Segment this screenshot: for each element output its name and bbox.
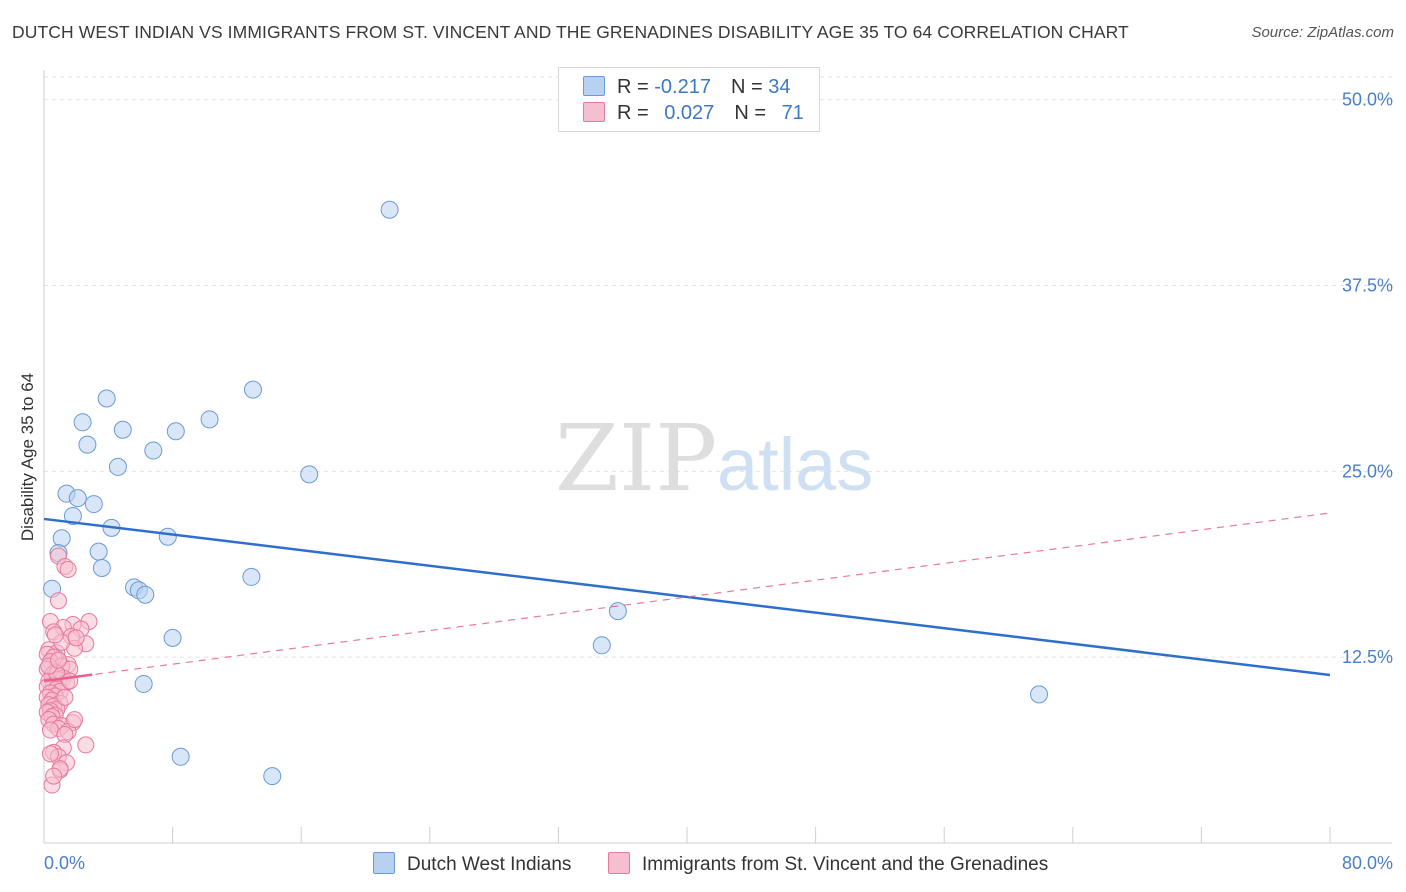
legend-row-pink: R = 0.027 N = 71 <box>583 102 804 128</box>
stvincent-point <box>59 560 77 578</box>
watermark: ZIP atlas <box>555 405 873 512</box>
stats-legend: R = -0.217 N = 34 R = 0.027 N = 71 <box>558 67 820 132</box>
watermark-atlas: atlas <box>717 423 873 506</box>
x-tick-label: 0.0% <box>44 853 85 873</box>
stvincent-trend-solid <box>43 673 93 683</box>
dutch-point <box>97 389 116 408</box>
legend-r-value: 0.027 <box>664 102 715 124</box>
dutch-point <box>144 441 163 460</box>
dutch-point <box>171 747 190 766</box>
dutch-point <box>113 420 132 439</box>
stvincent-point <box>49 592 67 610</box>
legend-r-label: R = <box>617 102 655 124</box>
dutch-point <box>89 542 108 561</box>
dutch-point <box>68 489 87 508</box>
legend-r-label: R = <box>617 76 655 98</box>
dutch-point <box>92 558 111 577</box>
dutch-point <box>73 413 92 432</box>
dutch-point <box>263 767 282 786</box>
legend-swatch-pink <box>583 102 605 122</box>
stvincent-trend-dashed <box>43 512 1331 682</box>
stvincent-point <box>45 767 63 785</box>
dutch-point <box>163 628 182 647</box>
y-tick-label: 37.5% <box>1342 276 1393 296</box>
bottom-legend-label: Immigrants from St. Vincent and the Gren… <box>642 854 1049 875</box>
data-points <box>38 200 1049 794</box>
stvincent-point <box>41 745 59 763</box>
stvincent-point <box>46 626 64 644</box>
dutch-point <box>52 529 71 548</box>
dutch-point <box>158 527 177 546</box>
legend-r-value: -0.217 <box>654 76 711 98</box>
y-tick-label: 25.0% <box>1342 461 1393 481</box>
legend-n-value: 71 <box>781 102 804 124</box>
dutch-point <box>84 495 103 514</box>
y-tick-label: 12.5% <box>1342 647 1393 667</box>
dutch-point <box>136 585 155 604</box>
bottom-legend-label: Dutch West Indians <box>407 854 572 875</box>
bottom-legend-item-dutch[interactable]: Dutch West Indians <box>373 852 571 876</box>
axis-labels: Disability Age 35 to 64 12.5% 25.0% 37.5% 5… <box>18 90 1393 873</box>
dutch-point <box>242 567 261 586</box>
dutch-trend-line <box>43 517 1331 677</box>
y-axis-label: Disability Age 35 to 64 <box>18 373 37 541</box>
dutch-point <box>134 674 153 693</box>
bottom-legend-swatch-pink <box>608 852 630 874</box>
watermark-zip: ZIP <box>555 405 717 512</box>
stvincent-point <box>67 629 85 647</box>
bottom-legend-swatch-blue <box>373 852 395 874</box>
legend-n-label: N = <box>730 76 769 98</box>
chart-title: DUTCH WEST INDIAN VS IMMIGRANTS FROM ST.… <box>12 22 1129 42</box>
stvincent-point <box>77 736 95 754</box>
stvincent-point <box>66 711 84 729</box>
stvincent-point <box>61 672 79 690</box>
dutch-point <box>200 410 219 429</box>
dutch-point <box>380 200 399 219</box>
dutch-point <box>78 435 97 454</box>
legend-n-value: 34 <box>768 76 791 98</box>
stvincent-point <box>56 688 74 706</box>
dutch-point <box>63 506 82 525</box>
dutch-point <box>243 380 262 399</box>
dutch-point <box>166 422 185 441</box>
legend-row-blue: R = -0.217 N = 34 <box>583 76 790 102</box>
legend-n-label: N = <box>734 102 772 124</box>
legend-swatch-blue <box>583 76 605 96</box>
dutch-point <box>300 465 319 484</box>
dutch-point <box>108 457 127 476</box>
source-label: Source: ZipAtlas.com <box>1251 24 1394 41</box>
dutch-point <box>1030 685 1049 704</box>
stvincent-point <box>49 651 67 669</box>
y-tick-label: 50.0% <box>1342 90 1393 110</box>
bottom-legend-item-stvincent[interactable]: Immigrants from St. Vincent and the Gren… <box>608 852 1048 876</box>
x-tick-label: 80.0% <box>1342 853 1393 873</box>
dutch-point <box>592 636 611 655</box>
dutch-point <box>608 602 627 621</box>
trend-lines <box>43 512 1331 683</box>
stvincent-point <box>41 721 59 739</box>
